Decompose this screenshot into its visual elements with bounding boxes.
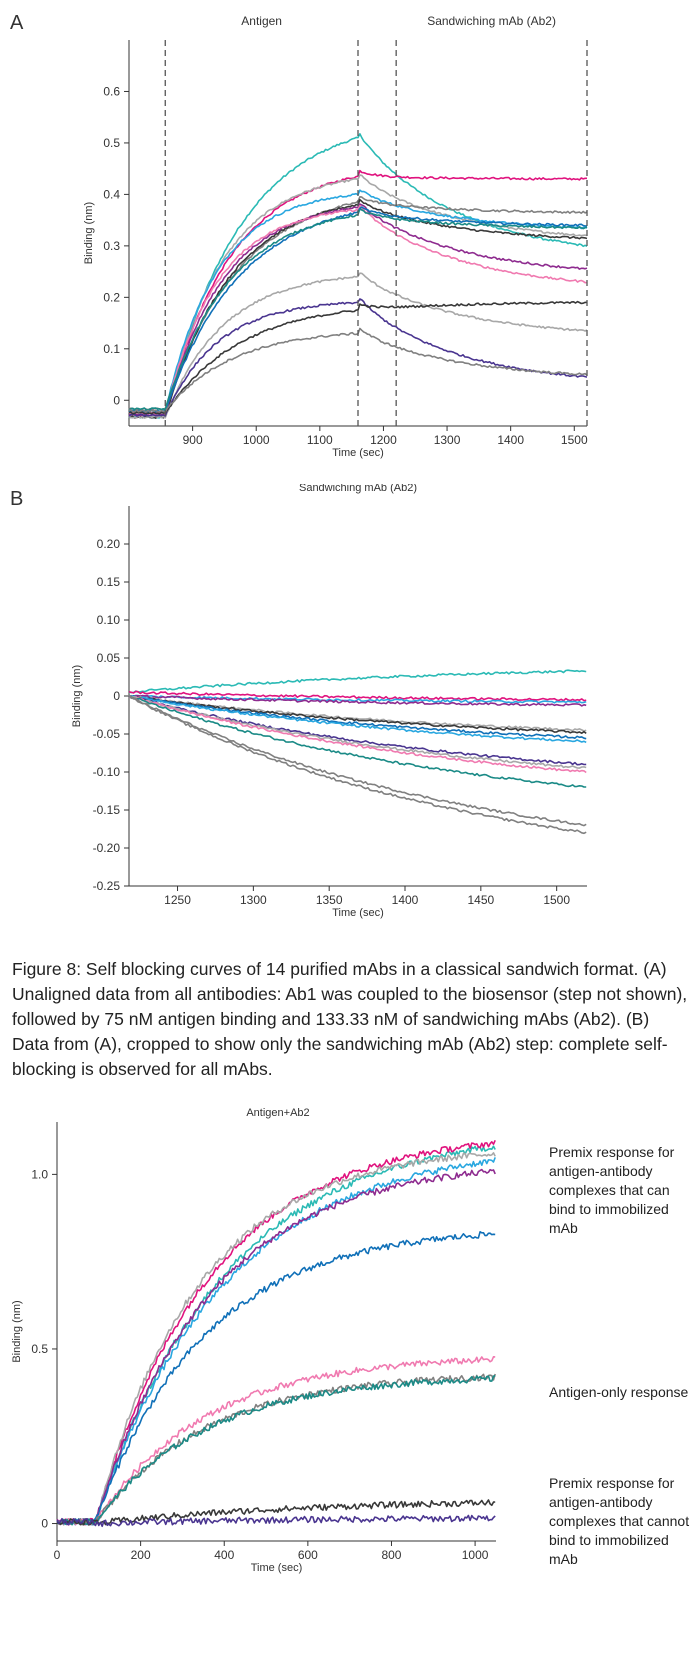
sensorgram-line <box>128 694 587 835</box>
y-tick-label: 0.2 <box>103 290 120 304</box>
annotation-antigen-only: Antigen-only response <box>549 1384 689 1400</box>
step-label-antigen: Antigen <box>241 14 282 28</box>
step-label-ab2: Sandwiching mAb (Ab2) <box>427 14 556 28</box>
premix-line <box>56 1374 496 1526</box>
y-tick-label: 0 <box>41 1517 48 1531</box>
x-tick-label: 1000 <box>243 433 270 447</box>
premix-line <box>56 1157 496 1526</box>
x-tick-label: 1300 <box>434 433 461 447</box>
chart-panel-a: A 900 1000 1100 1200 1300 1400 1500 0 0.1 0.2 0.3 0… <box>0 0 696 480</box>
sensorgram-line <box>128 694 587 704</box>
x-tick-label: 1350 <box>316 893 343 907</box>
y-tick-label: 0 <box>113 689 120 703</box>
x-axis-label: Time (sec) <box>332 447 384 459</box>
x-tick-label: 1100 <box>307 433 333 447</box>
chart-c: 0 200 400 600 800 1000 0 0.5 1.0 Time (sec) Bindin… <box>11 1107 496 1574</box>
y-tick-label: -0.25 <box>93 879 121 893</box>
y-tick-label: 0.5 <box>31 1342 48 1356</box>
y-tick-label: -0.20 <box>93 841 121 855</box>
premix-line <box>56 1139 496 1525</box>
y-axis-label: Binding (nm) <box>71 665 83 727</box>
x-tick-label: 900 <box>183 433 203 447</box>
step-label-ab2: Sandwiching mAb (Ab2) <box>299 484 417 494</box>
premix-line <box>56 1514 496 1528</box>
premix-line <box>56 1356 496 1526</box>
sensorgram-line <box>128 695 587 744</box>
x-tick-label: 1200 <box>370 433 397 447</box>
sensorgram-line <box>128 272 588 419</box>
x-axis-label: Time (sec) <box>251 1562 303 1574</box>
x-axis-label: Time (sec) <box>332 907 384 919</box>
x-tick-label: 0 <box>54 1548 61 1562</box>
sensorgram-line <box>128 694 587 707</box>
y-tick-label: -0.05 <box>93 727 121 741</box>
chart-a: 900 1000 1100 1200 1300 1400 1500 0 0.1 0.2 0.3 0.4… <box>83 14 588 459</box>
x-tick-label: 1450 <box>467 893 494 907</box>
y-tick-label: 0.15 <box>97 575 121 589</box>
x-tick-label: 400 <box>214 1548 234 1562</box>
premix-line <box>56 1231 496 1526</box>
sensorgram-line <box>128 204 588 415</box>
x-tick-label: 1250 <box>164 893 191 907</box>
sensorgram-line <box>128 694 587 827</box>
panel-label-a: A <box>10 12 24 34</box>
x-tick-label: 1400 <box>497 433 524 447</box>
chart-panel-c: 0 200 400 600 800 1000 0 0.5 1.0 Time (sec) Bindin… <box>0 1107 696 1650</box>
x-tick-label: 1000 <box>462 1548 489 1562</box>
y-tick-label: 1.0 <box>31 1167 48 1181</box>
figure-caption: Figure 8: Self blocking curves of 14 pur… <box>12 959 688 1079</box>
x-tick-label: 200 <box>131 1548 151 1562</box>
sensorgram-line <box>128 669 587 694</box>
premix-line <box>56 1145 496 1526</box>
x-tick-label: 1500 <box>543 893 570 907</box>
premix-line <box>56 1168 496 1526</box>
y-tick-label: -0.10 <box>93 765 121 779</box>
y-tick-label: 0.1 <box>103 342 120 356</box>
sensorgram-line <box>128 695 587 740</box>
annotation-premix-bind: Premix response for antigen-antibody com… <box>549 1144 675 1236</box>
sensorgram-line <box>128 695 587 769</box>
chart-panel-b: B 1250 1300 1350 1400 1450 1500 -0.25 -0.20 -0.1… <box>0 482 696 944</box>
y-tick-label: 0.3 <box>103 239 120 253</box>
sensorgram-line <box>128 695 587 788</box>
sensorgram-line <box>128 696 587 774</box>
y-tick-label: 0.20 <box>97 537 121 551</box>
chart-b: 1250 1300 1350 1400 1450 1500 -0.25 -0.20 -0.15 -… <box>71 482 587 919</box>
panel-label-b: B <box>10 488 24 510</box>
y-tick-label: 0.5 <box>103 136 120 150</box>
y-tick-label: 0 <box>113 393 120 407</box>
y-tick-label: 0.10 <box>97 613 121 627</box>
y-axis-label: Binding (nm) <box>83 202 95 264</box>
annotation-premix-nobind: Premix response for antigen-antibody com… <box>549 1475 690 1567</box>
sensorgram-line <box>128 203 588 417</box>
x-tick-label: 800 <box>381 1548 401 1562</box>
y-tick-label: 0.4 <box>103 187 120 201</box>
step-label-antigen-ab2: Antigen+Ab2 <box>246 1108 309 1119</box>
x-tick-label: 600 <box>298 1548 318 1562</box>
y-axis-label: Binding (nm) <box>11 1300 23 1362</box>
y-tick-label: -0.15 <box>93 803 121 817</box>
y-tick-label: 0.05 <box>97 651 121 665</box>
y-tick-label: 0.6 <box>103 84 120 98</box>
x-tick-label: 1300 <box>240 893 267 907</box>
x-tick-label: 1500 <box>561 433 588 447</box>
sensorgram-line <box>128 690 587 702</box>
x-tick-label: 1400 <box>392 893 419 907</box>
sensorgram-line <box>128 695 587 732</box>
premix-line <box>56 1152 496 1526</box>
